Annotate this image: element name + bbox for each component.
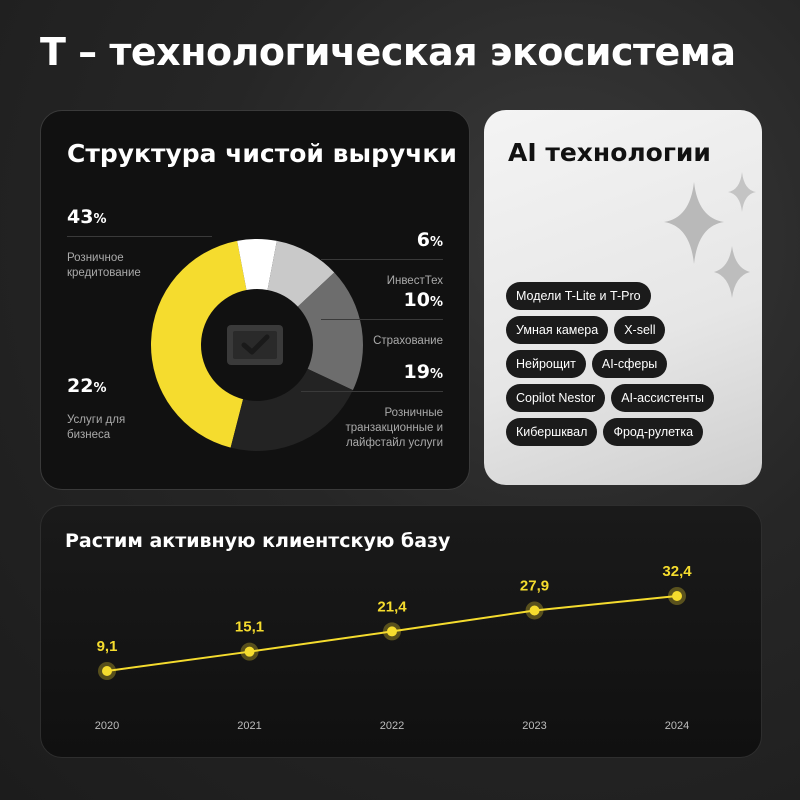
donut-segment-0 [150,240,247,448]
data-label: 32,4 [662,563,692,580]
donut-segment-3 [297,272,363,391]
client-base-chart-card: Растим активную клиентскую базу 9,1 2020 1… [40,505,762,758]
revenue-donut-chart [150,239,363,451]
ai-card-title: AI технологии [508,138,711,167]
revenue-structure-card: Структура чистой выручки 43% Розничное к… [40,110,470,490]
x-tick-label: 2024 [665,720,689,732]
donut-segment-4 [230,368,353,451]
x-tick-label: 2022 [380,720,404,732]
segment-label-insurance: 10% Страхование [321,289,443,349]
data-point [244,646,255,657]
x-tick-label: 2021 [237,720,261,732]
chart-title: Растим активную клиентскую базу [65,530,451,552]
chip-ai-assistants: AI-ассистенты [611,384,715,412]
chip-neuroshield: Нейрощит [506,350,586,378]
chip-fraud-roulette: Фрод-рулетка [603,418,704,446]
data-label: 9,1 [97,638,118,655]
chip-x-sell: X-sell [614,316,666,344]
data-point [529,605,540,616]
sparkles-icon [664,172,756,298]
data-point [672,591,682,601]
data-point [102,666,112,676]
chip-copilot-nestor: Copilot Nestor [506,384,606,412]
segment-label-investtech: 6% ИнвестТех [321,229,443,289]
chip-smart-camera: Умная камера [506,316,609,344]
chip-models: Модели T-Lite и T-Pro [506,282,651,310]
data-label: 27,9 [520,577,549,594]
chip-ai-spheres: AI-сферы [591,350,668,378]
ai-chip-list: Модели T-Lite и T-Pro Умная камера X-sel… [506,282,746,452]
x-tick-label: 2020 [95,720,119,732]
ai-technologies-card: AI технологии Модели T-Lite и T-Pro Умна… [484,110,762,485]
data-point [387,626,397,637]
segment-label-retail-lending: 43% Розничное кредитование [67,206,212,281]
donut-segment-1 [237,239,277,290]
data-label: 21,4 [377,598,407,615]
segment-label-retail-transactions: 19% Розничные транзакционные и лайфстайл… [301,361,443,451]
check-icon [241,334,270,355]
client-base-line-chart: 9,1 2020 15,1 2021 21,4 2022 27,9 2023 32,4 2024 [95,563,692,732]
donut-segment-2 [267,240,335,307]
segment-label-business-services: 22% Услуги для бизнеса [67,375,126,441]
x-tick-label: 2023 [522,720,546,732]
page-title: Т – технологическая экосистема [40,30,736,74]
chip-cybershkval: Кибершквал [506,418,598,446]
revenue-card-title: Структура чистой выручки [67,139,457,168]
data-label: 15,1 [235,619,264,636]
